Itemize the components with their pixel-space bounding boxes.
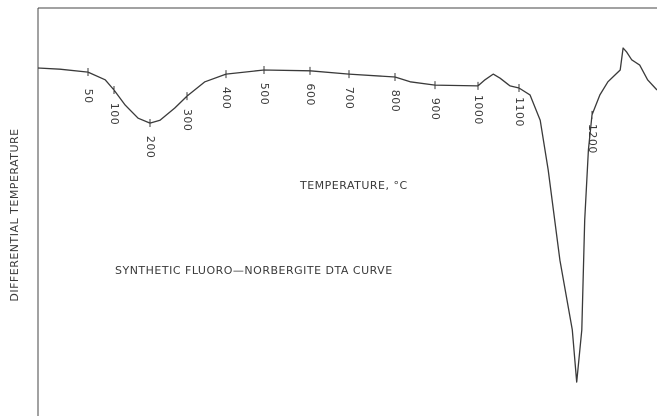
x-tick-label: 500 [258, 83, 271, 106]
x-tick-label: 100 [108, 103, 121, 126]
dta-curve [37, 47, 657, 383]
x-tick-label: 300 [181, 109, 194, 132]
x-tick-label: 900 [429, 98, 442, 121]
x-tick-label: 800 [389, 90, 402, 113]
x-axis-label: TEMPERATURE, °C [299, 179, 408, 192]
x-tick-label: 600 [304, 84, 317, 107]
x-tick-label: 400 [220, 87, 233, 110]
x-tick-label: 200 [144, 136, 157, 159]
x-tick-label: 50 [82, 89, 95, 104]
x-tick-label: 700 [343, 87, 356, 110]
x-tick-label: 1200 [586, 124, 599, 154]
x-tick-label: 1000 [472, 95, 485, 125]
x-tick-label: 1100 [513, 97, 526, 127]
chart-title: SYNTHETIC FLUORO—NORBERGITE DTA CURVE [115, 264, 393, 277]
y-axis-label: DIFFERENTIAL TEMPERATURE [8, 128, 21, 301]
